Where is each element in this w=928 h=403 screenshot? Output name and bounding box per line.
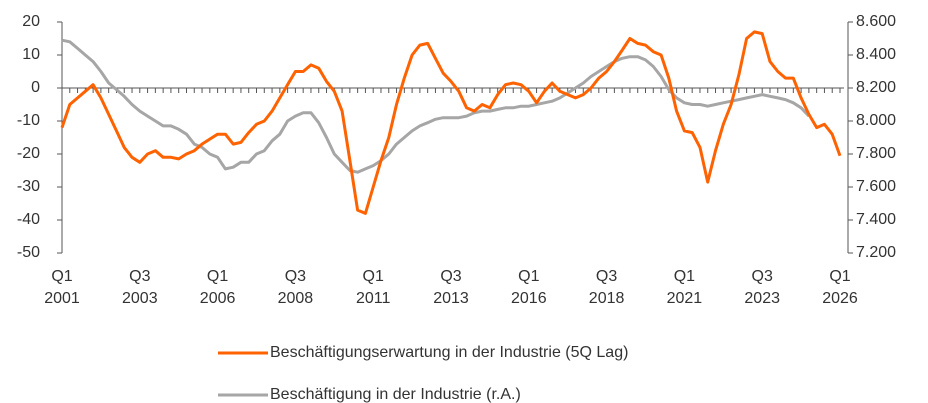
- x-tick-label: Q1 2001: [44, 268, 80, 307]
- series-line: [60, 30, 842, 215]
- y2-tick-label: 7.200: [856, 244, 896, 261]
- y2-tick-label: 8.200: [856, 79, 896, 96]
- x-tick-label: Q1 2021: [666, 268, 703, 307]
- y-tick-label: -40: [17, 211, 40, 228]
- x-tick-label: Q3 2023: [744, 268, 780, 307]
- y-tick-label: -30: [17, 178, 40, 195]
- x-tick-label: Q3 2018: [588, 268, 625, 307]
- x-tick-label: Q3 2003: [122, 268, 158, 307]
- legend-label: Beschäftigungserwartung in der Industrie…: [270, 344, 628, 361]
- x-tick-label: Q1 2011: [355, 268, 391, 307]
- legend-label: Beschäftigung in der Industrie (r.A.): [270, 386, 521, 403]
- y2-tick-label: 8.000: [856, 112, 896, 129]
- x-tick-label: Q1 2026: [822, 268, 858, 307]
- x-tick-label: Q1 2016: [511, 268, 547, 307]
- y2-tick-label: 7.600: [856, 178, 896, 195]
- y-tick-label: -50: [17, 244, 40, 261]
- y2-tick-label: 8.600: [856, 13, 896, 30]
- x-tick-label: Q1 2006: [199, 268, 236, 307]
- y-tick-label: 10: [22, 46, 40, 63]
- y-tick-label: -10: [17, 112, 40, 129]
- y2-tick-label: 7.800: [856, 145, 896, 162]
- series-line: [61, 38, 810, 174]
- y-tick-label: 0: [31, 79, 40, 96]
- x-tick-label: Q3 2008: [277, 268, 314, 307]
- y2-tick-label: 7.400: [856, 211, 896, 228]
- y2-tick-label: 8.400: [856, 46, 896, 63]
- y-tick-label: 20: [22, 13, 40, 30]
- x-tick-label: Q3 2013: [433, 268, 469, 307]
- y-tick-label: -20: [17, 145, 40, 162]
